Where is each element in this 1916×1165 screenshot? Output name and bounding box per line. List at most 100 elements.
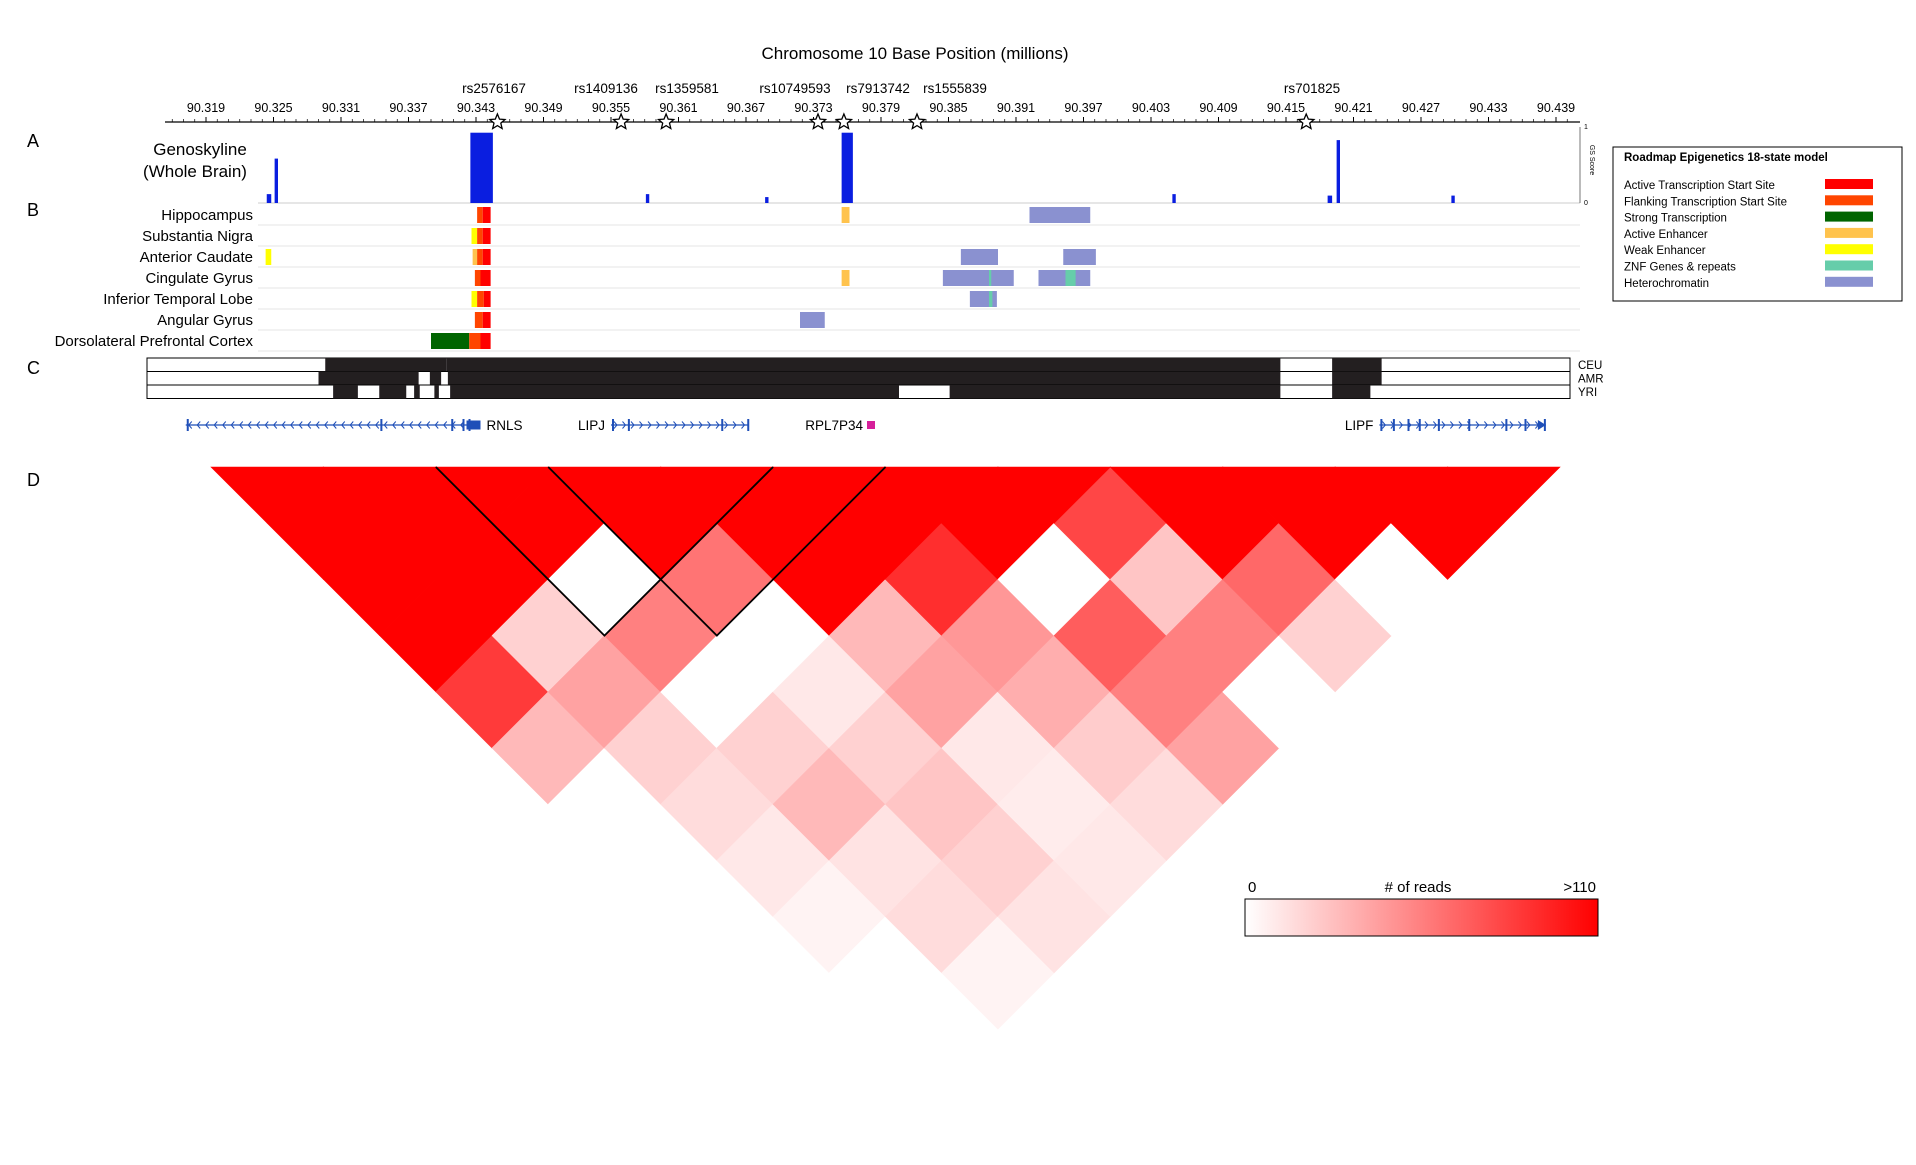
legend-swatch [1825, 260, 1873, 271]
strand-chevron [1399, 421, 1404, 429]
gene-exon [186, 419, 189, 431]
genoskyline-bar [1336, 140, 1340, 203]
axis-tick-label: 90.433 [1469, 101, 1507, 115]
strand-chevron [707, 421, 712, 429]
chromatin-state-segment [469, 333, 481, 349]
genoskyline-bar [1327, 195, 1333, 203]
gene-label: RNLS [487, 418, 523, 433]
legend-swatch [1825, 179, 1873, 189]
axis-tick-label: 90.373 [794, 101, 832, 115]
haplotype-block [1332, 371, 1382, 385]
legend-item-label: Weak Enhancer [1624, 245, 1706, 257]
chromatin-state-segment [480, 333, 491, 349]
genoskyline-bar [645, 194, 650, 203]
gene-label: LIPF [1345, 418, 1374, 433]
snp-star [1296, 112, 1316, 130]
strand-chevron [1433, 421, 1438, 429]
strand-chevron [409, 421, 414, 429]
roadmap-legend: Roadmap Epigenetics 18-state model Activ… [1612, 146, 1903, 302]
panel-label-b: B [27, 200, 39, 220]
legend-title: Roadmap Epigenetics 18-state model [1624, 152, 1828, 164]
snp-label: rs10749593 [759, 81, 830, 96]
chromatin-state-segment [1038, 270, 1091, 286]
hic-diagonal-cell [1109, 466, 1224, 524]
strand-chevron [298, 421, 303, 429]
strand-chevron [690, 421, 695, 429]
strand-chevron [196, 421, 201, 429]
gene-rpl7p34-marker [867, 421, 875, 429]
axis-tick-label: 90.397 [1064, 101, 1102, 115]
chromatin-state-segment [477, 228, 483, 244]
chromatin-state-segment [474, 312, 483, 328]
strand-chevron [375, 421, 380, 429]
legend-item-label: Strong Transcription [1624, 213, 1727, 225]
strand-chevron [290, 421, 295, 429]
strand-chevron [613, 421, 618, 429]
axis-tick-label: 90.403 [1132, 101, 1170, 115]
snp-star [808, 112, 828, 130]
strand-chevron [222, 421, 227, 429]
strand-chevron [1424, 421, 1429, 429]
strand-chevron [681, 421, 686, 429]
strand-chevron [349, 421, 354, 429]
axis-tick-label: 90.337 [389, 101, 427, 115]
tissue-label: Cingulate Gyrus [145, 270, 253, 287]
haplotype-block [1332, 385, 1371, 399]
gene-exon [1468, 419, 1471, 431]
snp-star [907, 112, 927, 130]
hic-diagonal-cell [884, 466, 999, 524]
axis-tick-label: 90.379 [862, 101, 900, 115]
tissue-label: Anterior Caudate [140, 249, 253, 266]
legend-swatch [1825, 276, 1873, 287]
strand-chevron [1441, 421, 1446, 429]
strand-chevron [230, 421, 235, 429]
gene-utr [466, 420, 481, 430]
strand-chevron [366, 421, 371, 429]
strand-chevron [426, 421, 431, 429]
strand-chevron [639, 421, 644, 429]
snp-star [488, 112, 507, 130]
hic-diagonal-cell [322, 466, 437, 524]
tad-outline [435, 466, 774, 637]
haplotype-block [1332, 358, 1382, 372]
axis-tick-label: 90.361 [659, 101, 697, 115]
genoskyline-sublabel: (Whole Brain) [143, 162, 247, 181]
chromatin-state-segment [989, 291, 993, 307]
genoskyline-bar [841, 132, 853, 203]
chromatin-state-segment [483, 291, 491, 307]
genoskyline-label: Genoskyline [153, 140, 247, 159]
strand-chevron [1492, 421, 1497, 429]
gene-exon [1407, 419, 1410, 431]
hic-diagonal-cell [1222, 466, 1336, 524]
axis-tick-label: 90.331 [322, 101, 360, 115]
haplotype-block [333, 385, 358, 399]
axis-ticks: 90.319 90.325 90.331 90.337 90.343 90.349 90.3… [171, 101, 1575, 122]
chromatin-state-segment [482, 249, 491, 265]
genoskyline-bar [266, 194, 272, 203]
strand-chevron [698, 421, 703, 429]
chromatin-state-segment [477, 291, 484, 307]
genoskyline-bar [1451, 195, 1455, 203]
strand-chevron [622, 421, 627, 429]
legend-items: Active Transcription Start Site Flanking … [1624, 179, 1873, 290]
strand-chevron [1509, 421, 1514, 429]
population-label: YRI [1578, 387, 1597, 399]
legend-item-label: Active Enhancer [1624, 229, 1708, 241]
axis-tick-label: 90.319 [187, 101, 225, 115]
chromatin-state-segment [431, 333, 470, 349]
strand-chevron [647, 421, 652, 429]
snp-star [834, 112, 854, 130]
snp-star [656, 112, 676, 130]
strand-chevron [205, 421, 210, 429]
chromatin-state-segment [989, 270, 992, 286]
chromatin-state-segment [471, 228, 478, 244]
strand-chevron [741, 421, 746, 429]
legend-item-label: Flanking Transcription Start Site [1624, 196, 1787, 208]
gene-exon [721, 419, 724, 431]
panel-label-d: D [27, 470, 40, 490]
legend-box [1612, 146, 1903, 302]
strand-chevron [332, 421, 337, 429]
gene-exon [627, 419, 630, 431]
haplotype-block [446, 358, 449, 372]
